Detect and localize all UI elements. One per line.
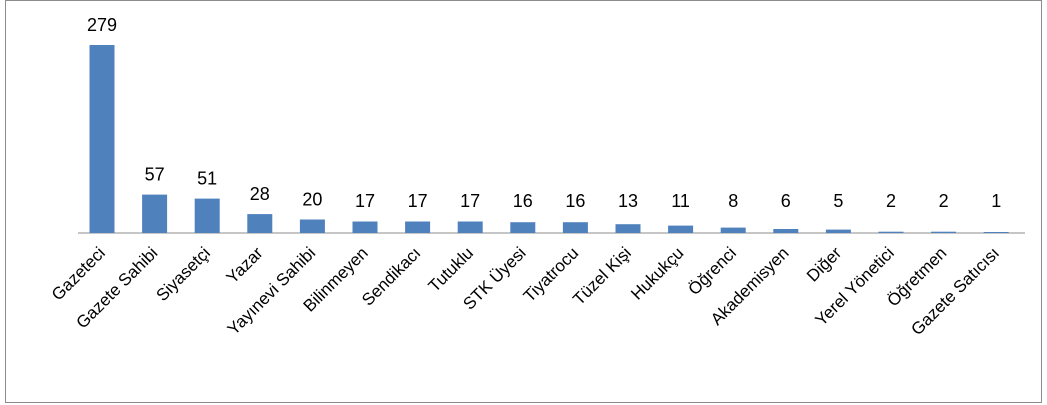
bar-0 (89, 45, 115, 233)
category-label-14: Diğer (803, 243, 845, 285)
data-label-6: 17 (408, 191, 428, 211)
category-label-3: Yazar (223, 243, 267, 287)
bar-9 (562, 222, 588, 233)
data-label-7: 17 (460, 191, 480, 211)
bar-8 (510, 222, 536, 233)
data-label-3: 28 (250, 184, 270, 204)
data-label-2: 51 (197, 169, 217, 189)
data-label-0: 279 (87, 15, 117, 35)
bar-16 (931, 231, 957, 233)
data-label-1: 57 (145, 165, 165, 185)
bar-15 (878, 231, 904, 233)
category-label-7: Tutuklu (425, 243, 477, 295)
data-label-11: 11 (671, 191, 690, 211)
bar-17 (983, 232, 1009, 233)
data-label-8: 16 (513, 191, 533, 211)
data-label-13: 6 (781, 191, 791, 211)
data-label-9: 16 (565, 191, 585, 211)
bar-3 (247, 214, 273, 233)
data-label-14: 5 (833, 191, 843, 211)
data-label-17: 1 (991, 191, 1001, 211)
chart-frame (5, 0, 1042, 403)
bar-6 (405, 221, 431, 233)
data-label-16: 2 (939, 191, 949, 211)
category-label-11: Hukukçu (627, 243, 687, 303)
bar-7 (457, 221, 483, 233)
bar-10 (615, 224, 641, 233)
bar-4 (299, 219, 325, 233)
data-label-15: 2 (886, 191, 896, 211)
bar-2 (194, 198, 220, 233)
data-label-12: 8 (728, 191, 738, 211)
category-label-10: Tüzel Kişi (569, 243, 635, 309)
bar-5 (352, 221, 378, 233)
bar-1 (142, 194, 168, 233)
bar-11 (668, 225, 694, 233)
category-label-2: Siyasetçi (152, 243, 214, 305)
bar-14 (825, 229, 851, 233)
data-label-4: 20 (302, 190, 322, 210)
bar-13 (773, 229, 799, 233)
data-label-10: 13 (618, 191, 638, 211)
data-label-5: 17 (355, 191, 375, 211)
bar-12 (720, 227, 746, 233)
